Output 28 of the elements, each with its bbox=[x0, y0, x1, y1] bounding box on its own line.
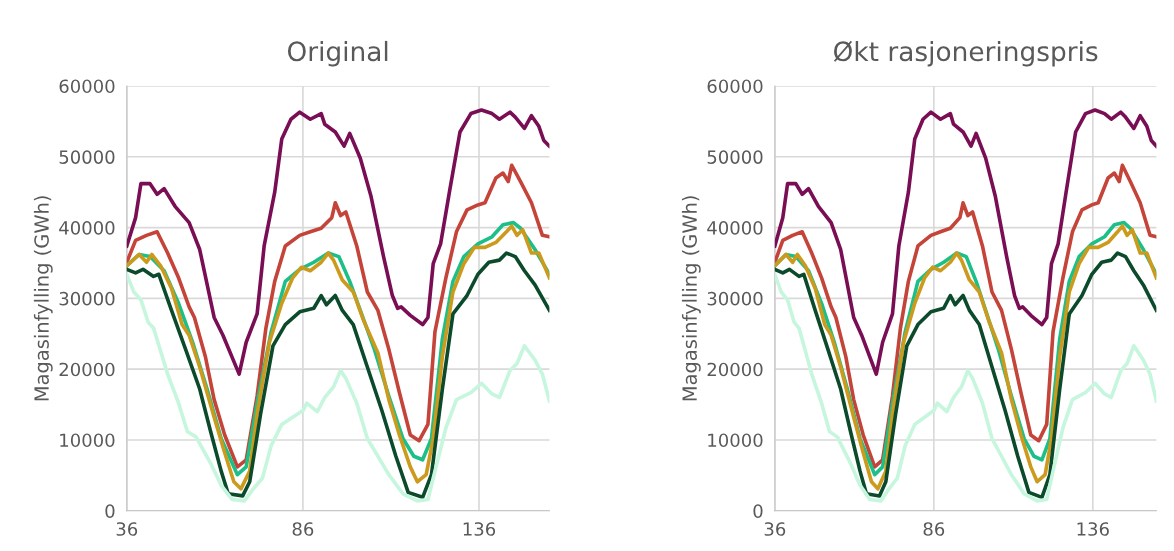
y-tick-label: 10000 bbox=[60, 433, 115, 448]
line-series bbox=[774, 163, 1157, 469]
line-series bbox=[126, 108, 550, 376]
y-tick-label: 20000 bbox=[707, 362, 763, 377]
x-tick-label: 36 bbox=[764, 522, 786, 536]
y-tick-label: 40000 bbox=[707, 221, 763, 235]
y-tick-label: 10000 bbox=[708, 433, 763, 448]
chart-title: Økt rasjoneringspris bbox=[833, 40, 1098, 67]
y-tick-label: 60000 bbox=[707, 79, 763, 94]
x-tick-label: 136 bbox=[1077, 522, 1109, 536]
line-series bbox=[126, 163, 550, 469]
line-series bbox=[774, 108, 1157, 376]
x-tick-label: 86 bbox=[923, 522, 945, 536]
y-tick-label: 0 bbox=[105, 504, 115, 518]
y-tick-label: 50000 bbox=[707, 150, 763, 164]
y-tick-label: 20000 bbox=[59, 362, 115, 377]
x-tick-label: 86 bbox=[292, 522, 314, 536]
x-tick-label: 136 bbox=[463, 522, 496, 536]
x-tick-label: 36 bbox=[116, 522, 138, 536]
y-tick-label: 30000 bbox=[707, 291, 763, 306]
y-tick-label: 40000 bbox=[59, 221, 115, 235]
chart-title: Original bbox=[287, 40, 388, 67]
y-tick-label: 50000 bbox=[59, 150, 115, 164]
y-tick-label: 30000 bbox=[59, 291, 115, 306]
y-tick-label: 0 bbox=[753, 504, 763, 518]
y-tick-label: 60000 bbox=[59, 79, 115, 94]
y-axis-title: Magasinfylling (GWh) bbox=[681, 196, 701, 401]
y-axis-title: Magasinfylling (GWh) bbox=[33, 196, 53, 401]
